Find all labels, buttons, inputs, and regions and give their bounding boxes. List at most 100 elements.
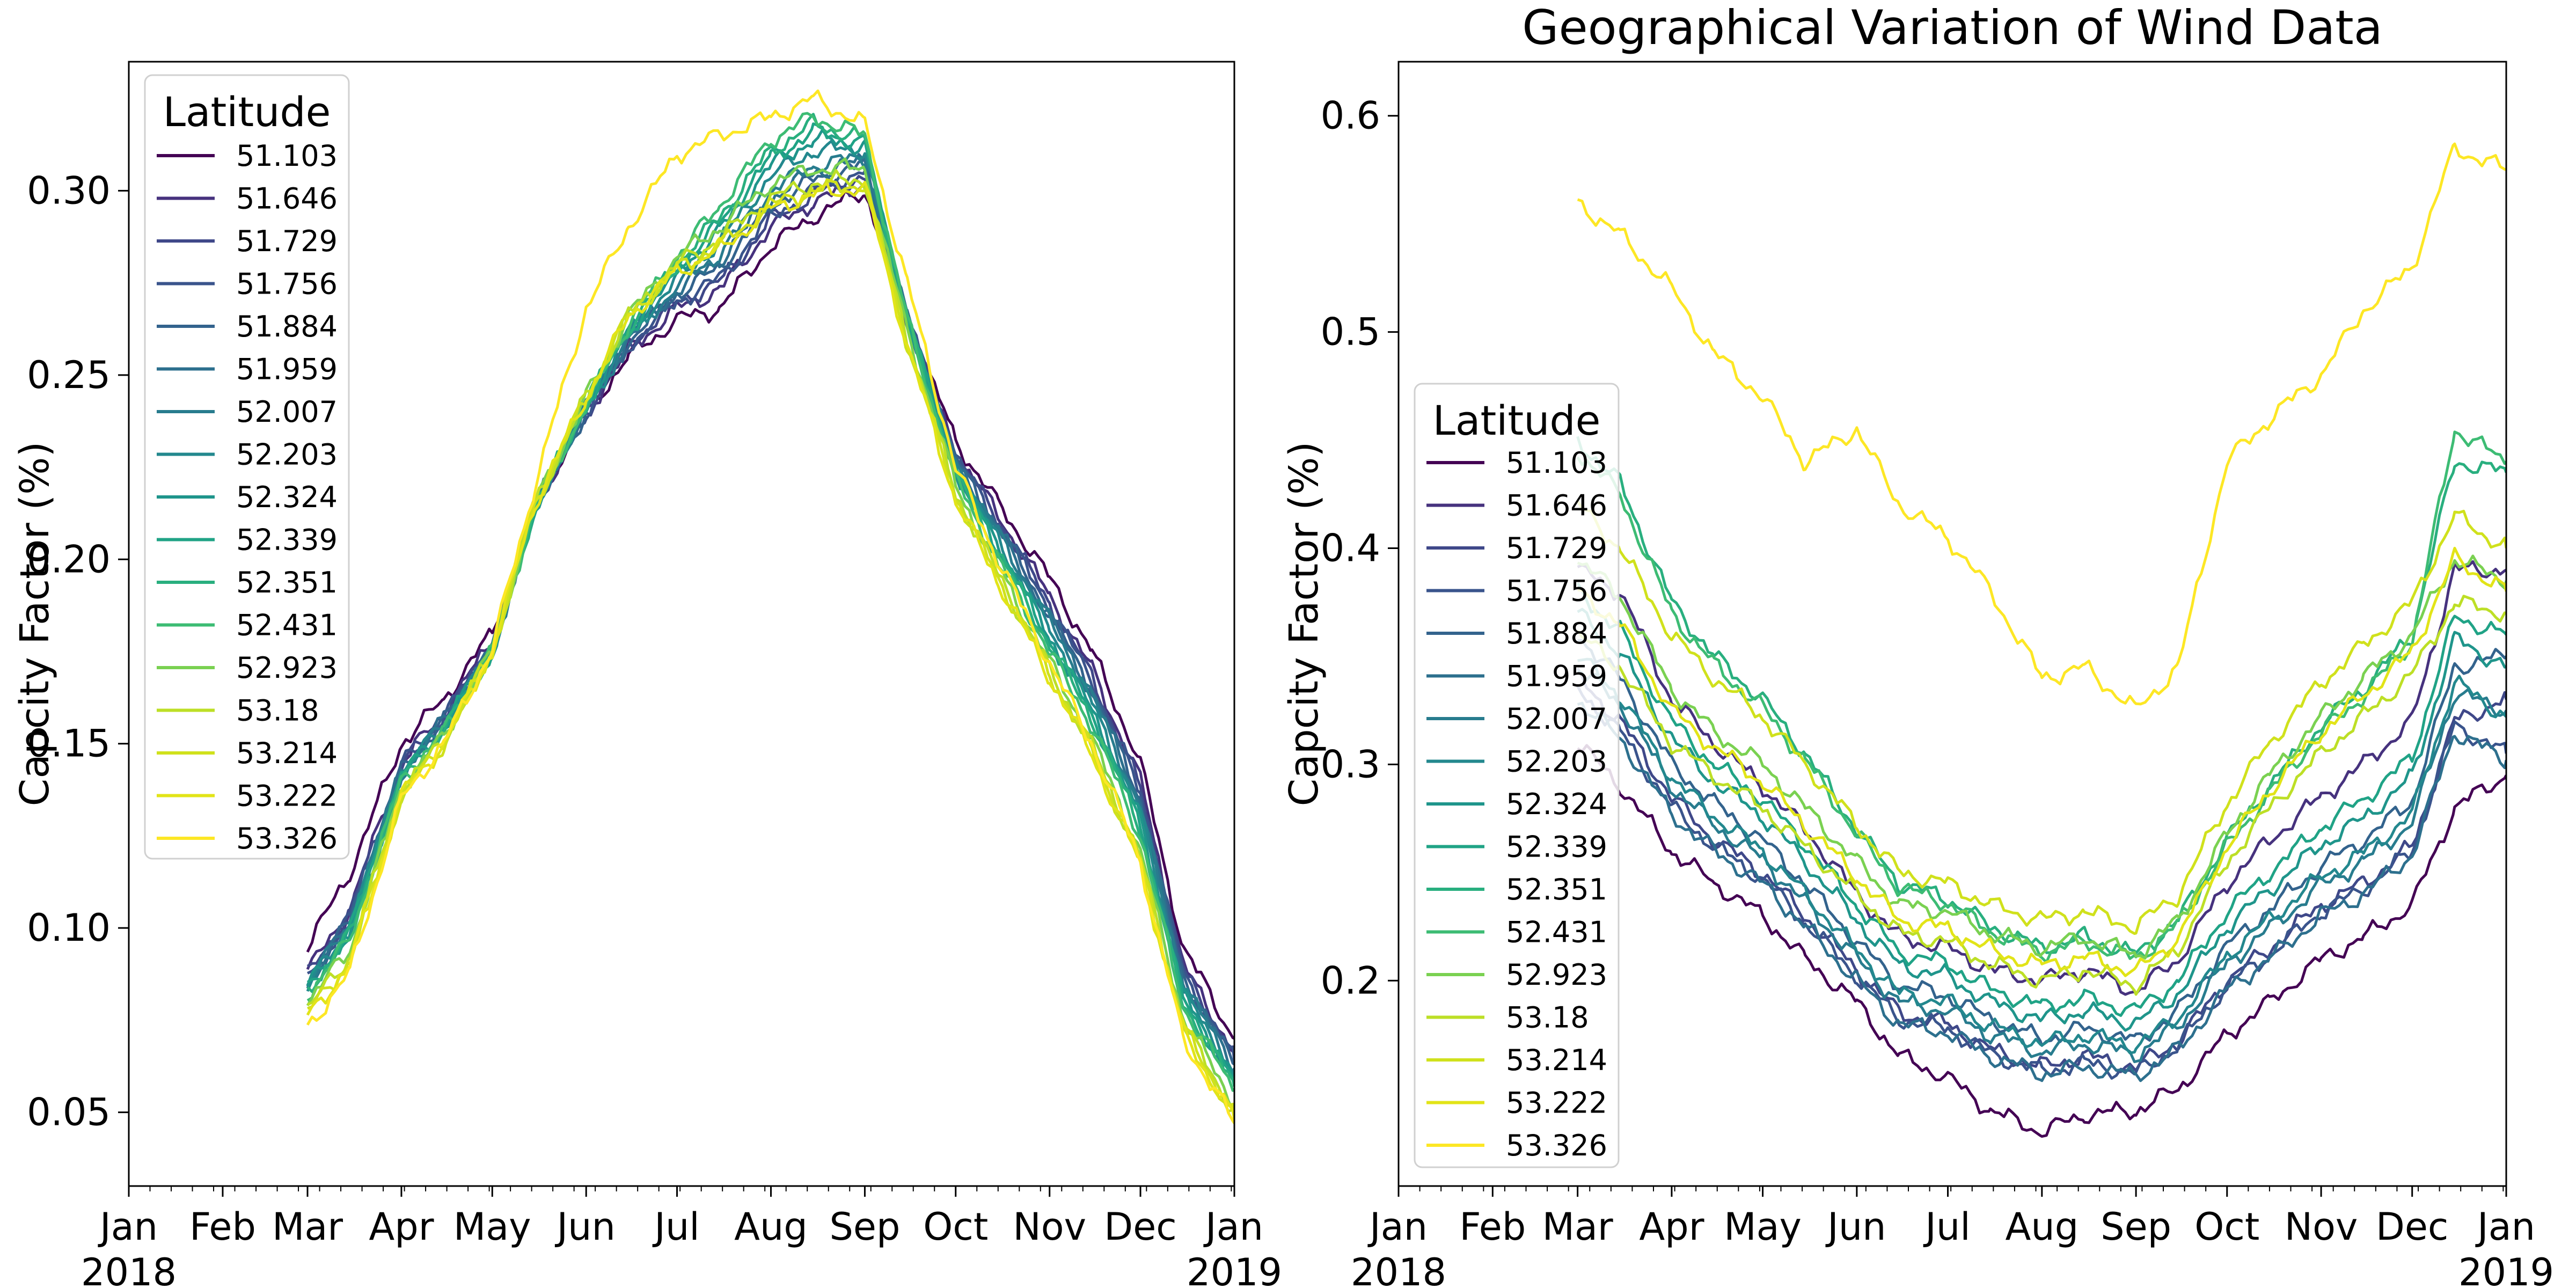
chart-title: Geographical Variation of Wind Data <box>1522 0 2382 55</box>
x-tick-label: Jul <box>1923 1205 1970 1249</box>
x-tick-label: May <box>1724 1205 1802 1249</box>
y-tick-label: 0.25 <box>27 353 111 397</box>
series-line-51-729 <box>1576 667 2506 1073</box>
series-lines <box>306 89 1234 1124</box>
legend-label: 51.756 <box>236 267 338 301</box>
legend-label: 52.203 <box>236 438 338 472</box>
x-tick-label: Apr <box>369 1205 434 1249</box>
x-tick-year-label: 2018 <box>1351 1250 1446 1288</box>
legend-label: 52.339 <box>1506 830 1607 864</box>
y-tick-label: 0.05 <box>27 1091 111 1135</box>
x-tick-label: Dec <box>1104 1205 1176 1249</box>
x-tick-label: Aug <box>734 1205 808 1249</box>
x-tick-label: Feb <box>1459 1205 1526 1249</box>
legend-label: 51.959 <box>1506 660 1607 693</box>
legend-label: 51.959 <box>236 353 338 386</box>
legend-label: 51.729 <box>1506 531 1607 565</box>
legend-label: 53.326 <box>1506 1129 1607 1162</box>
x-tick-label: Nov <box>1013 1205 1086 1249</box>
series-line-52-007 <box>1577 669 2506 1063</box>
legend-label: 51.103 <box>1506 446 1607 480</box>
series-line-51-646 <box>306 184 1234 1055</box>
legend-label: 51.884 <box>236 310 338 343</box>
legend-label: 51.729 <box>236 224 338 258</box>
x-tick-label: Apr <box>1639 1205 1704 1249</box>
legend-label: 51.646 <box>1506 489 1607 523</box>
x-tick-label: Jan <box>98 1205 158 1249</box>
y-axis-label: Capcity Factor (%) <box>1281 442 1327 807</box>
legend-label: 52.923 <box>236 651 338 685</box>
legend-box <box>1414 383 1620 1168</box>
legend-label: 52.923 <box>1506 958 1607 992</box>
x-tick-label: Jan <box>1367 1205 1428 1249</box>
legend-label: 52.007 <box>236 395 338 429</box>
y-tick-label: 0.3 <box>1321 742 1380 786</box>
legend-label: 53.222 <box>236 779 338 813</box>
y-tick-label: 0.10 <box>27 906 111 950</box>
series-lines <box>1576 142 2506 1138</box>
legend-label: 53.18 <box>236 694 319 728</box>
legend-label: 52.351 <box>1506 873 1607 906</box>
legend-label: 52.324 <box>1506 787 1607 821</box>
legend-label: 51.646 <box>236 182 338 216</box>
series-line-51-959 <box>1577 701 2506 1082</box>
x-tick-label: Jan <box>1203 1205 1263 1249</box>
x-tick-label: Sep <box>829 1205 900 1249</box>
legend-title: Latitude <box>1433 397 1601 444</box>
legend-label: 52.007 <box>1506 702 1607 736</box>
x-tick-year-label: 2019 <box>1187 1250 1282 1288</box>
series-line-52-351 <box>1576 436 2506 956</box>
y-axis-label: Capcity Factor (%) <box>12 442 58 807</box>
series-line-52-324 <box>1577 608 2506 1032</box>
legend-label: 53.214 <box>1506 1043 1607 1077</box>
legend-label: 52.431 <box>236 609 338 642</box>
x-tick-label: Jun <box>555 1205 616 1249</box>
y-tick-label: 0.20 <box>27 537 111 581</box>
legend-label: 52.351 <box>236 566 338 599</box>
x-tick-label: Mar <box>272 1205 343 1249</box>
plot-frame <box>128 61 1235 1187</box>
plot-frame <box>1397 61 2507 1187</box>
y-tick-label: 0.6 <box>1321 94 1380 138</box>
series-line-53-222 <box>1577 546 2506 977</box>
legend-label: 53.326 <box>236 822 338 855</box>
x-tick-year-label: 2019 <box>2458 1250 2554 1288</box>
legend-label: 52.339 <box>236 523 338 557</box>
x-tick-label: Mar <box>1542 1205 1613 1249</box>
legend-label: 51.756 <box>1506 574 1607 608</box>
series-line-53-214 <box>1576 500 2506 935</box>
series-line-52-203 <box>1577 657 2506 1055</box>
legend-label: 51.103 <box>236 139 338 173</box>
series-line-53-18 <box>1576 595 2506 996</box>
x-tick-label: Nov <box>2285 1205 2358 1249</box>
series-line-53-326 <box>306 89 1234 1124</box>
series-line-52-324 <box>306 128 1234 1080</box>
legend-label: 51.884 <box>1506 617 1607 650</box>
x-tick-label: Oct <box>2194 1205 2259 1249</box>
x-tick-label: Aug <box>2005 1205 2079 1249</box>
x-tick-label: May <box>453 1205 531 1249</box>
x-tick-label: Sep <box>2101 1205 2171 1249</box>
series-line-52-339 <box>306 122 1234 1084</box>
series-line-53-326 <box>1577 142 2506 706</box>
x-tick-label: Feb <box>189 1205 256 1249</box>
x-tick-label: Dec <box>2376 1205 2448 1249</box>
series-line-52-339 <box>1576 582 2506 1017</box>
y-tick-label: 0.5 <box>1321 310 1380 354</box>
y-tick-label: 0.4 <box>1321 526 1380 570</box>
legend-label: 53.214 <box>236 736 338 770</box>
x-tick-label: Jul <box>652 1205 699 1249</box>
y-tick-label: 0.15 <box>27 722 111 766</box>
right-chart-panel: Geographical Variation of Wind Data Capci… <box>1281 0 2554 1288</box>
legend-label: 53.18 <box>1506 1001 1589 1035</box>
y-tick-label: 0.2 <box>1321 958 1380 1002</box>
series-line-51-756 <box>1576 685 2506 1080</box>
left-chart-panel: Capcity Factor (%) 0.05 0.10 0.15 0.20 0.25 0.… <box>12 61 1282 1288</box>
series-line-52-431 <box>1576 430 2506 964</box>
legend-label: 52.203 <box>1506 745 1607 779</box>
x-tick-label: Oct <box>923 1205 988 1249</box>
